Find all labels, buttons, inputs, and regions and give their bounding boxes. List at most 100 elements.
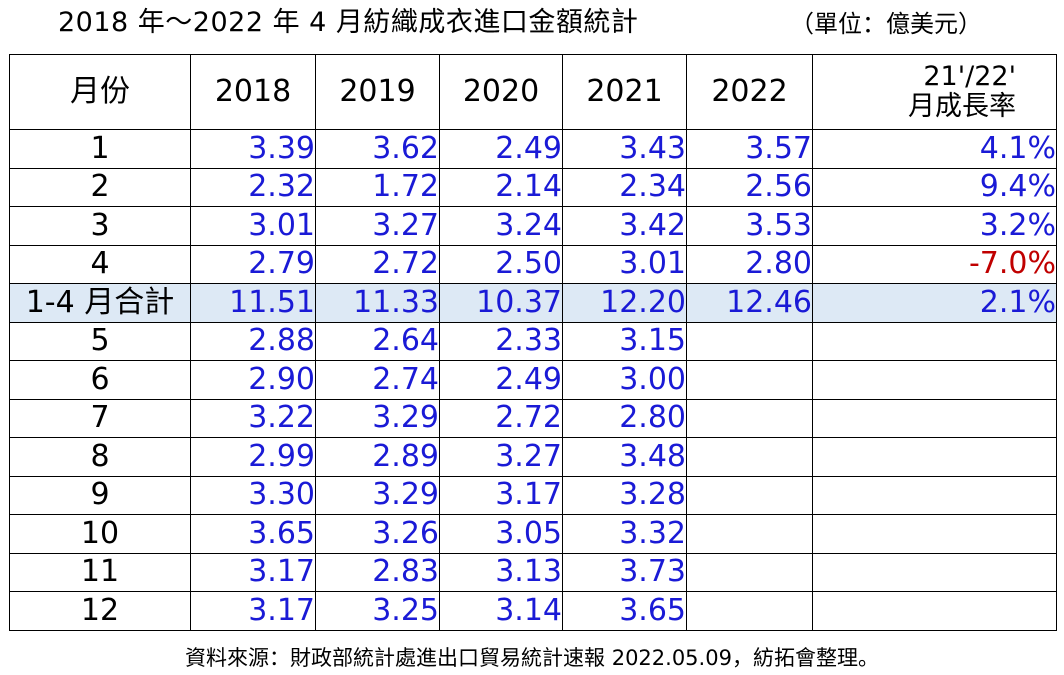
subtotal-row: 1-4 月合計 11.51 11.33 10.37 12.20 12.46 2.1%	[9, 283, 1057, 323]
month-cell: 2	[9, 167, 191, 207]
month-cell: 5	[9, 321, 191, 361]
value-cell-2018: 2.90	[190, 360, 316, 400]
month-cell: 9	[9, 475, 191, 515]
page-title: 2018 年～2022 年 4 月紡織成衣進口金額統計	[58, 7, 639, 38]
header-growth-rate: 21'/22' 月成長率	[812, 54, 1057, 130]
table-row: 3 3.01 3.27 3.24 3.42 3.53 3.2%	[9, 206, 1057, 246]
value-cell-2021: 3.15	[562, 321, 687, 361]
value-cell-2020: 2.50	[439, 244, 563, 284]
value-cell-2022	[686, 321, 813, 361]
table-row: 11 3.17 2.83 3.13 3.73	[9, 552, 1057, 592]
value-cell-2021: 12.20	[562, 283, 687, 323]
value-cell-2021: 3.28	[562, 475, 687, 515]
table-row: 2 2.32 1.72 2.14 2.34 2.56 9.4%	[9, 167, 1057, 207]
month-cell: 6	[9, 360, 191, 400]
value-cell-2019: 3.26	[315, 514, 440, 554]
table-row: 10 3.65 3.26 3.05 3.32	[9, 514, 1057, 554]
value-cell-2019: 11.33	[315, 283, 440, 323]
value-cell-2019: 2.89	[315, 437, 440, 477]
value-cell-2021: 3.48	[562, 437, 687, 477]
value-cell-2022: 12.46	[686, 283, 813, 323]
growth-rate-cell: 4.1%	[812, 129, 1057, 169]
value-cell-2021: 3.00	[562, 360, 687, 400]
table-row: 5 2.88 2.64 2.33 3.15	[9, 321, 1057, 361]
value-cell-2022	[686, 514, 813, 554]
growth-rate-cell	[812, 321, 1057, 361]
month-cell: 1-4 月合計	[9, 283, 191, 323]
value-cell-2019: 2.64	[315, 321, 440, 361]
value-cell-2022: 2.56	[686, 167, 813, 207]
value-cell-2022	[686, 437, 813, 477]
growth-rate-cell: 2.1%	[812, 283, 1057, 323]
source-note: 資料來源：財政部統計處進出口貿易統計速報 2022.05.09，紡拓會整理。	[185, 646, 879, 670]
growth-rate-cell: 9.4%	[812, 167, 1057, 207]
value-cell-2020: 2.72	[439, 398, 563, 438]
value-cell-2018: 3.65	[190, 514, 316, 554]
growth-rate-cell	[812, 398, 1057, 438]
value-cell-2020: 3.05	[439, 514, 563, 554]
value-cell-2021: 2.34	[562, 167, 687, 207]
value-cell-2019: 3.29	[315, 475, 440, 515]
value-cell-2022: 3.57	[686, 129, 813, 169]
header-year-2019: 2019	[315, 54, 440, 130]
header-year-2018: 2018	[190, 54, 316, 130]
value-cell-2018: 2.99	[190, 437, 316, 477]
value-cell-2019: 3.29	[315, 398, 440, 438]
value-cell-2019: 2.83	[315, 552, 440, 592]
import-statistics-table: 月份 2018 2019 2020 2021 2022 21'/22' 月成長率…	[9, 54, 1057, 631]
value-cell-2018: 2.79	[190, 244, 316, 284]
growth-rate-cell	[812, 552, 1057, 592]
value-cell-2018: 2.88	[190, 321, 316, 361]
value-cell-2020: 2.49	[439, 129, 563, 169]
month-cell: 1	[9, 129, 191, 169]
table-row: 7 3.22 3.29 2.72 2.80	[9, 398, 1057, 438]
table-row: 4 2.79 2.72 2.50 3.01 2.80 -7.0%	[9, 244, 1057, 284]
value-cell-2021: 3.32	[562, 514, 687, 554]
value-cell-2022	[686, 591, 813, 631]
unit-label: （單位：億美元）	[790, 10, 982, 38]
growth-rate-cell: -7.0%	[812, 244, 1057, 284]
month-cell: 11	[9, 552, 191, 592]
growth-rate-cell	[812, 437, 1057, 477]
growth-rate-cell	[812, 591, 1057, 631]
value-cell-2020: 2.14	[439, 167, 563, 207]
value-cell-2020: 3.14	[439, 591, 563, 631]
value-cell-2022	[686, 552, 813, 592]
header-year-2020: 2020	[439, 54, 563, 130]
header-year-2021: 2021	[562, 54, 687, 130]
value-cell-2021: 3.43	[562, 129, 687, 169]
value-cell-2020: 10.37	[439, 283, 563, 323]
header-growth-line2: 月成長率	[908, 91, 1016, 122]
growth-rate-cell	[812, 475, 1057, 515]
value-cell-2020: 2.49	[439, 360, 563, 400]
title-row: 2018 年～2022 年 4 月紡織成衣進口金額統計 （單位：億美元）	[0, 0, 1064, 50]
table-row: 6 2.90 2.74 2.49 3.00	[9, 360, 1057, 400]
table-row: 8 2.99 2.89 3.27 3.48	[9, 437, 1057, 477]
value-cell-2021: 3.65	[562, 591, 687, 631]
header-growth-line1: 21'/22'	[923, 61, 1016, 92]
value-cell-2020: 3.24	[439, 206, 563, 246]
value-cell-2020: 2.33	[439, 321, 563, 361]
header-year-2022: 2022	[686, 54, 813, 130]
header-month: 月份	[9, 54, 191, 130]
month-cell: 7	[9, 398, 191, 438]
value-cell-2021: 3.73	[562, 552, 687, 592]
value-cell-2019: 3.62	[315, 129, 440, 169]
value-cell-2022	[686, 475, 813, 515]
value-cell-2018: 3.01	[190, 206, 316, 246]
value-cell-2018: 3.30	[190, 475, 316, 515]
value-cell-2018: 3.22	[190, 398, 316, 438]
value-cell-2021: 2.80	[562, 398, 687, 438]
value-cell-2018: 3.39	[190, 129, 316, 169]
value-cell-2020: 3.13	[439, 552, 563, 592]
value-cell-2018: 11.51	[190, 283, 316, 323]
value-cell-2018: 3.17	[190, 591, 316, 631]
value-cell-2020: 3.27	[439, 437, 563, 477]
growth-rate-cell: 3.2%	[812, 206, 1057, 246]
month-cell: 8	[9, 437, 191, 477]
month-cell: 10	[9, 514, 191, 554]
value-cell-2022	[686, 360, 813, 400]
header-row: 月份 2018 2019 2020 2021 2022 21'/22' 月成長率	[9, 54, 1057, 130]
value-cell-2020: 3.17	[439, 475, 563, 515]
month-cell: 3	[9, 206, 191, 246]
